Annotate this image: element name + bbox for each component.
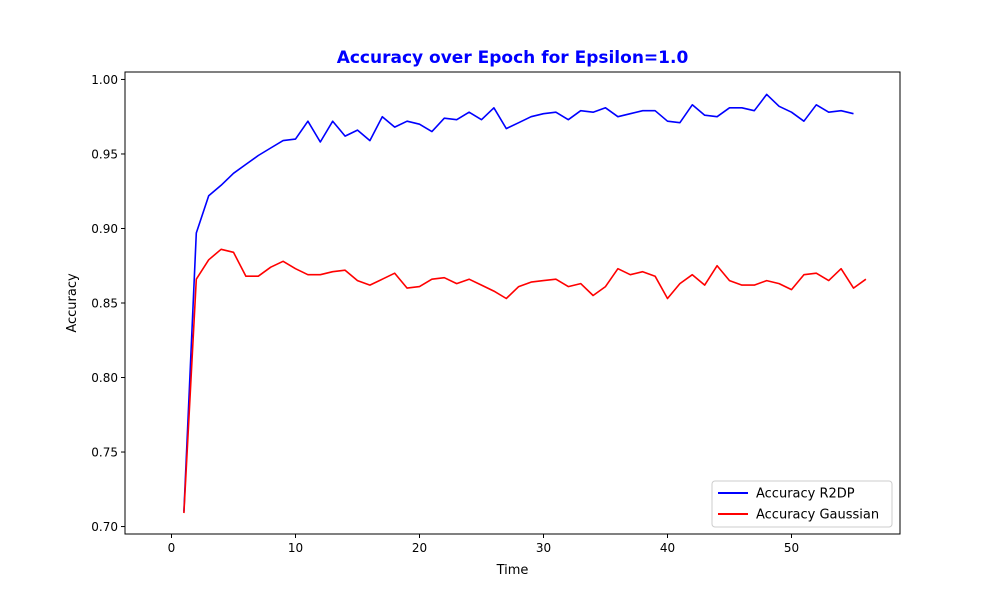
x-axis-label: Time <box>496 563 529 578</box>
plot-area-frame <box>124 71 901 535</box>
y-tick-label: 0.90 <box>91 222 118 236</box>
x-tick-label: 50 <box>784 541 799 555</box>
y-tick-label: 0.85 <box>91 297 118 311</box>
legend-label-gaussian: Accuracy Gaussian <box>756 508 879 523</box>
legend-label-r2dp: Accuracy R2DP <box>756 487 855 502</box>
legend-box <box>711 480 893 528</box>
y-tick-label: 0.70 <box>91 520 118 534</box>
y-tick-label: 0.80 <box>91 371 118 385</box>
legend: Accuracy R2DP Accuracy Gaussian <box>711 480 893 528</box>
chart-title: Accuracy over Epoch for Epsilon=1.0 <box>337 48 689 68</box>
y-tick-label: 0.95 <box>91 147 118 161</box>
series-line-gaussian <box>183 248 867 514</box>
series-lines <box>183 93 867 514</box>
x-tick-label: 20 <box>412 541 427 555</box>
y-tick-label: 0.75 <box>91 446 118 460</box>
series-line-r2dp <box>183 93 854 512</box>
x-tick-label: 0 <box>168 541 176 555</box>
y-tick-label: 1.00 <box>91 73 118 87</box>
x-axis-ticks: 0 10 20 30 40 50 <box>168 534 799 555</box>
x-tick-label: 40 <box>660 541 675 555</box>
x-tick-label: 10 <box>288 541 303 555</box>
y-axis-label: Accuracy <box>65 273 80 333</box>
x-tick-label: 30 <box>536 541 551 555</box>
y-axis-ticks: 0.70 0.75 0.80 0.85 0.90 0.95 1.00 <box>91 73 125 534</box>
